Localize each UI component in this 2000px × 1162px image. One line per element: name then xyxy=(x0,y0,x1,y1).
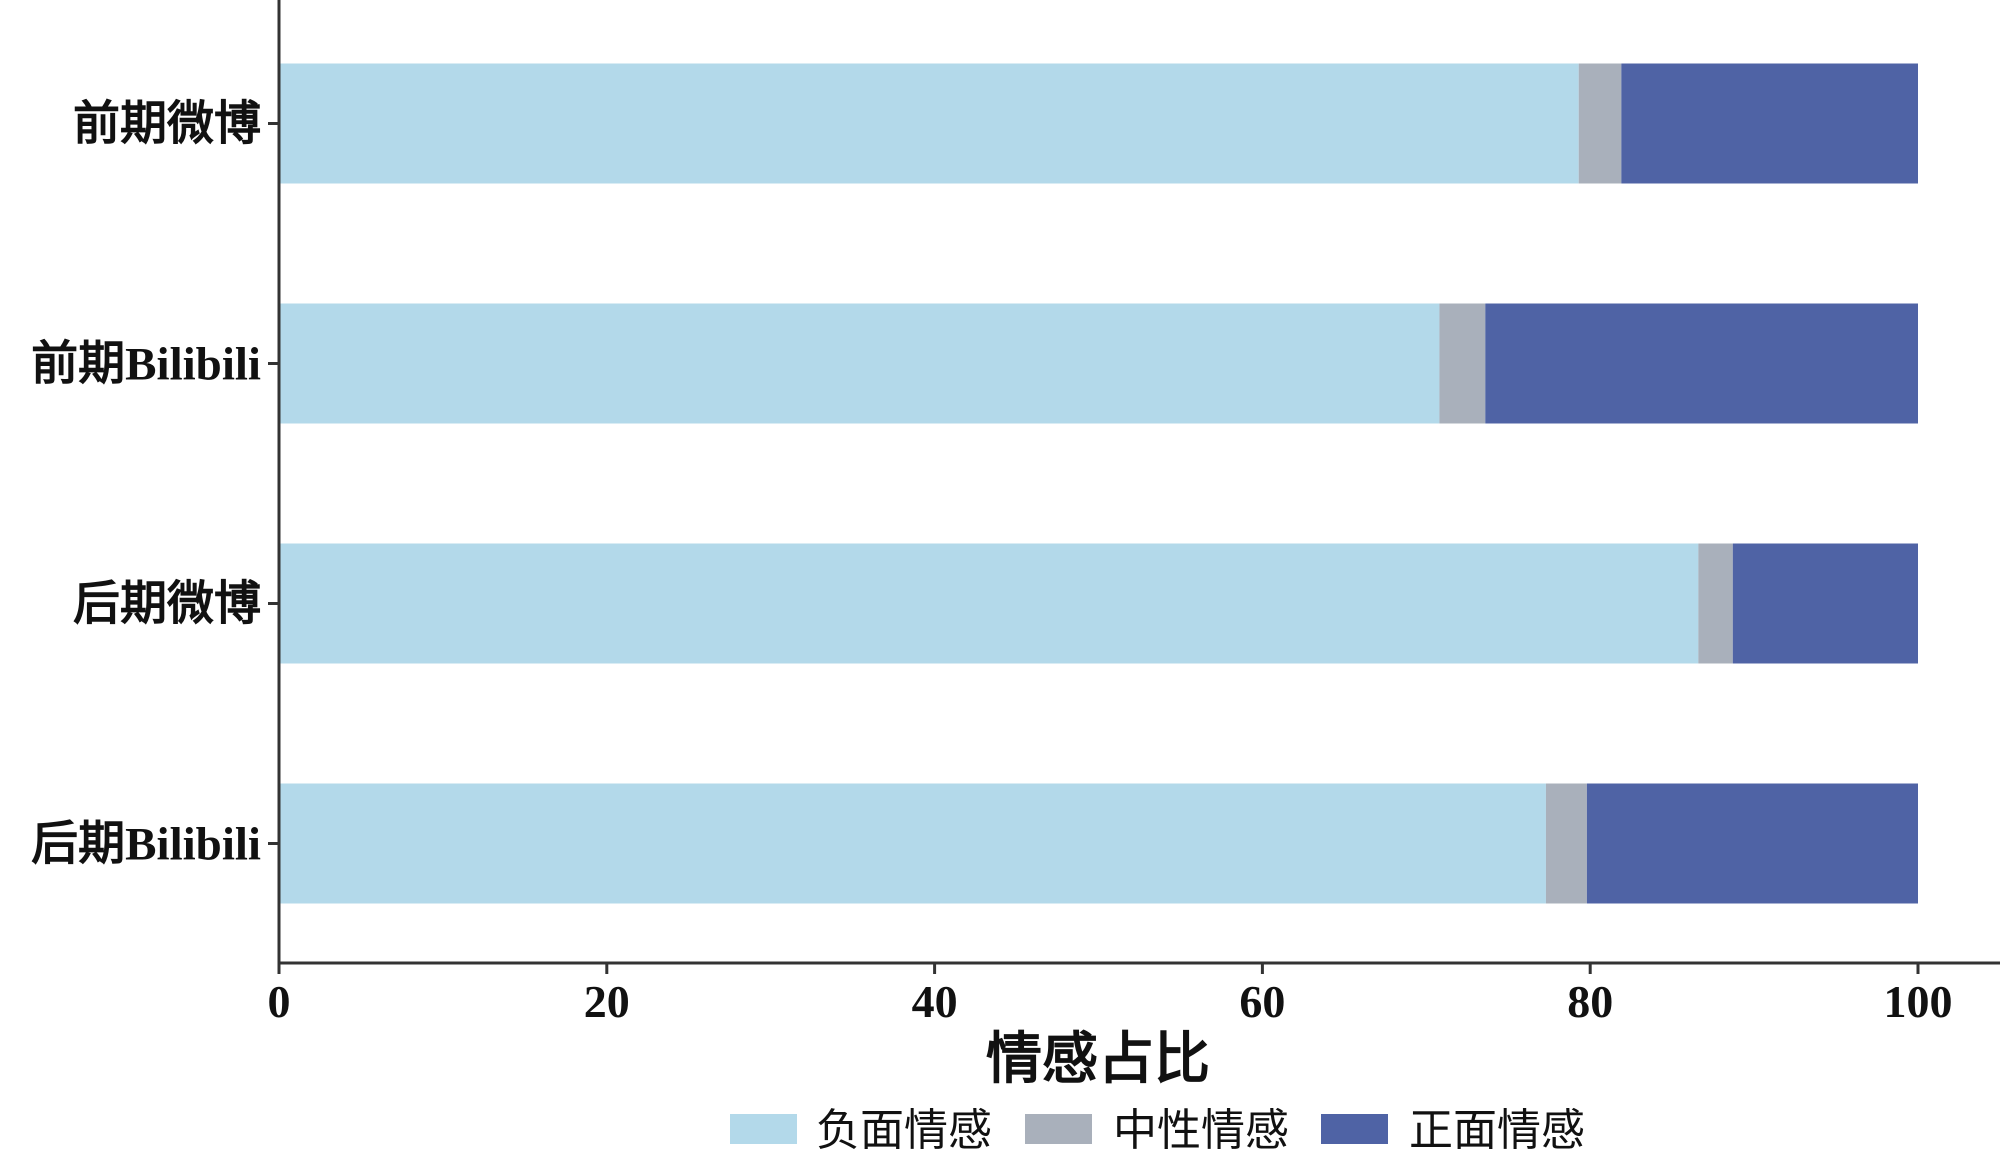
bars-group xyxy=(279,63,1918,904)
x-tick-label: 100 xyxy=(1884,976,1953,1027)
y-tick-label: 后期Bilibili xyxy=(31,819,261,871)
x-axis-label: 情感占比 xyxy=(986,1029,1210,1091)
x-ticks-group: 0 20 40 60 80 100 xyxy=(268,963,1953,1027)
y-tick-label: 后期微博 xyxy=(73,579,261,631)
bar-segment-series-2-category-0 xyxy=(1621,63,1918,184)
legend-label: 中性情感 xyxy=(1113,1106,1289,1155)
legend-swatch xyxy=(1025,1114,1092,1144)
x-tick-label: 60 xyxy=(1239,976,1285,1027)
legend-label: 正面情感 xyxy=(1409,1106,1585,1155)
bar-segment-series-1-category-0 xyxy=(1578,63,1622,184)
bar-segment-series-0-category-0 xyxy=(279,63,1579,184)
bar-segment-series-1-category-2 xyxy=(1698,543,1733,664)
x-tick-label: 20 xyxy=(584,976,630,1027)
legend-item: 负面情感 xyxy=(730,1106,992,1155)
legend-item: 正面情感 xyxy=(1321,1106,1585,1155)
x-tick-label: 40 xyxy=(912,976,958,1027)
y-tick-label: 前期Bilibili xyxy=(31,339,261,391)
bar-segment-series-1-category-3 xyxy=(1545,783,1587,904)
bar-segment-series-0-category-2 xyxy=(279,543,1699,664)
bar-segment-series-0-category-1 xyxy=(279,303,1440,424)
bar-segment-series-2-category-1 xyxy=(1485,303,1918,424)
legend: 负面情感 中性情感 正面情感 xyxy=(730,1106,1585,1155)
bar-segment-series-1-category-1 xyxy=(1439,303,1486,424)
legend-item: 中性情感 xyxy=(1025,1106,1289,1155)
legend-label: 负面情感 xyxy=(816,1106,992,1155)
legend-swatch xyxy=(1321,1114,1388,1144)
legend-swatch xyxy=(730,1114,797,1144)
y-tick-label: 前期微博 xyxy=(73,99,261,151)
x-tick-label: 0 xyxy=(268,976,291,1027)
bar-segment-series-0-category-3 xyxy=(279,783,1546,904)
bar-segment-series-2-category-3 xyxy=(1586,783,1918,904)
axes-group xyxy=(277,0,2000,965)
x-tick-label: 80 xyxy=(1567,976,1613,1027)
bar-segment-series-2-category-2 xyxy=(1732,543,1918,664)
